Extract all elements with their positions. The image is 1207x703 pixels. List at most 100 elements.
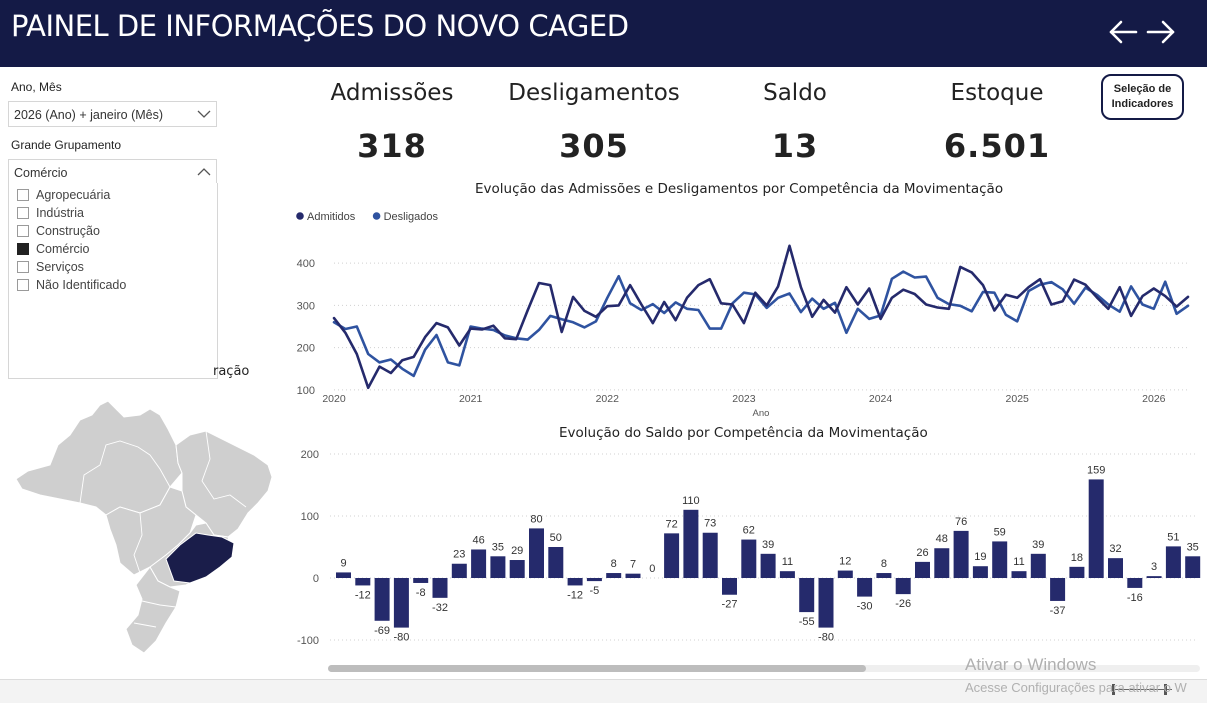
chevron-down-icon xyxy=(197,110,211,118)
bar-value-label: -16 xyxy=(1127,592,1143,604)
period-dropdown[interactable]: 2026 (Ano) + janeiro (Mês) xyxy=(8,101,217,127)
saldo-bar[interactable] xyxy=(355,578,371,586)
saldo-bar[interactable] xyxy=(1011,571,1027,578)
saldo-bar[interactable] xyxy=(702,532,718,578)
group-option-agropecuaria[interactable]: Agropecuária xyxy=(17,187,110,203)
saldo-bar[interactable] xyxy=(934,548,950,578)
saldo-bar[interactable] xyxy=(876,573,892,578)
map-title: ração xyxy=(213,364,250,379)
checkbox-checked-icon[interactable] xyxy=(17,243,29,255)
kpi-saldo-label: Saldo xyxy=(763,80,827,106)
saldo-bar[interactable] xyxy=(741,539,757,578)
checkbox-icon[interactable] xyxy=(17,279,29,291)
header-bar: PAINEL DE INFORMAÇÕES DO NOVO CAGED xyxy=(0,0,1207,67)
saldo-bar[interactable] xyxy=(799,578,815,613)
saldo-bar[interactable] xyxy=(895,578,911,595)
kpi-saldo-value: 13 xyxy=(771,127,819,165)
checkbox-icon[interactable] xyxy=(17,189,29,201)
saldo-bar[interactable] xyxy=(837,570,853,578)
bar-value-label: 29 xyxy=(511,545,523,557)
saldo-bar[interactable] xyxy=(857,578,873,597)
forward-button[interactable] xyxy=(1145,15,1177,49)
bar-value-label: 80 xyxy=(530,513,542,525)
chart-scrollbar-thumb[interactable] xyxy=(328,665,866,672)
indicator-selection-button[interactable]: Seleção de Indicadores xyxy=(1101,74,1184,120)
saldo-bar[interactable] xyxy=(606,573,622,578)
saldo-bar[interactable] xyxy=(664,533,680,578)
saldo-bar[interactable] xyxy=(490,556,506,578)
bar-value-label: -37 xyxy=(1050,605,1066,617)
saldo-bar[interactable] xyxy=(1146,576,1162,578)
group-option-industria[interactable]: Indústria xyxy=(17,205,84,221)
bar-value-label: 32 xyxy=(1109,543,1121,555)
brazil-map xyxy=(15,400,273,654)
line-legend: Admitidos Desligados xyxy=(296,211,439,223)
saldo-bar[interactable] xyxy=(451,563,467,578)
saldo-bar[interactable] xyxy=(915,561,930,578)
saldo-bar[interactable] xyxy=(393,578,409,628)
saldo-bar[interactable] xyxy=(722,578,737,595)
saldo-bar[interactable] xyxy=(1030,553,1046,578)
saldo-bar[interactable] xyxy=(625,573,641,578)
saldo-bar[interactable] xyxy=(1185,556,1201,578)
group-option-label: Serviços xyxy=(36,260,84,274)
saldo-bar[interactable] xyxy=(432,578,448,598)
saldo-bar[interactable] xyxy=(586,578,602,582)
series-line-desligados[interactable] xyxy=(332,270,1190,378)
y-tick-label: 100 xyxy=(301,511,319,523)
saldo-bar[interactable] xyxy=(529,528,544,578)
saldo-bar[interactable] xyxy=(779,571,795,578)
checkbox-icon[interactable] xyxy=(17,207,29,219)
legend-marker-1 xyxy=(372,212,381,220)
map-region-south[interactable] xyxy=(125,566,181,654)
checkbox-icon[interactable] xyxy=(17,225,29,237)
saldo-bar[interactable] xyxy=(683,509,699,578)
saldo-bar[interactable] xyxy=(1088,479,1104,578)
saldo-bar[interactable] xyxy=(567,578,583,586)
bar-value-label: -32 xyxy=(432,602,448,614)
saldo-bar[interactable] xyxy=(1069,566,1085,578)
bar-value-label: 59 xyxy=(994,526,1006,538)
group-option-servicos[interactable]: Serviços xyxy=(17,259,84,275)
zoom-slider-start-handle[interactable] xyxy=(1112,684,1115,695)
zoom-slider-track[interactable] xyxy=(1112,689,1172,690)
saldo-bar[interactable] xyxy=(972,566,988,578)
map-state-borders xyxy=(141,600,177,608)
series-line-admitidos[interactable] xyxy=(332,244,1190,390)
saldo-bar[interactable] xyxy=(1165,546,1181,578)
saldo-bar[interactable] xyxy=(509,560,525,578)
saldo-bar[interactable] xyxy=(548,547,564,578)
checkbox-icon[interactable] xyxy=(17,261,29,273)
bar-value-label: -27 xyxy=(722,599,738,611)
bar-value-label: 73 xyxy=(704,518,716,530)
saldo-bar[interactable] xyxy=(1050,578,1066,601)
bar-value-label: 8 xyxy=(881,558,887,570)
zoom-slider-handle[interactable] xyxy=(1164,684,1167,695)
saldo-bar[interactable] xyxy=(992,541,1008,578)
saldo-bar[interactable] xyxy=(1127,578,1143,588)
group-option-nao-identificado[interactable]: Não Identificado xyxy=(17,277,126,293)
group-option-comercio[interactable]: Comércio xyxy=(17,241,90,257)
back-button[interactable] xyxy=(1107,15,1139,49)
group-option-construcao[interactable]: Construção xyxy=(17,223,100,239)
saldo-bar[interactable] xyxy=(818,578,834,628)
bar-value-label: -30 xyxy=(857,601,873,613)
group-dropdown[interactable]: Comércio xyxy=(8,159,217,184)
saldo-bar[interactable] xyxy=(374,578,390,621)
bar-value-label: -12 xyxy=(355,589,371,601)
saldo-bar[interactable] xyxy=(336,572,351,578)
saldo-bar[interactable] xyxy=(1108,558,1123,578)
y-tick-label: 400 xyxy=(297,258,315,270)
saldo-bar[interactable] xyxy=(471,549,487,578)
period-dropdown-value: 2026 (Ano) + janeiro (Mês) xyxy=(14,108,164,122)
bar-value-label: -80 xyxy=(393,632,409,644)
saldo-bar[interactable] xyxy=(760,553,776,578)
group-option-label: Construção xyxy=(36,224,100,238)
bar-value-label: 72 xyxy=(665,518,677,530)
map-region-north[interactable] xyxy=(15,400,183,516)
bar-value-label: 159 xyxy=(1087,464,1105,476)
saldo-bar[interactable] xyxy=(953,530,969,578)
map-region-minas-gerais[interactable] xyxy=(165,532,235,584)
kpi-estoque-label: Estoque xyxy=(950,80,1044,106)
saldo-bar[interactable] xyxy=(413,578,429,583)
